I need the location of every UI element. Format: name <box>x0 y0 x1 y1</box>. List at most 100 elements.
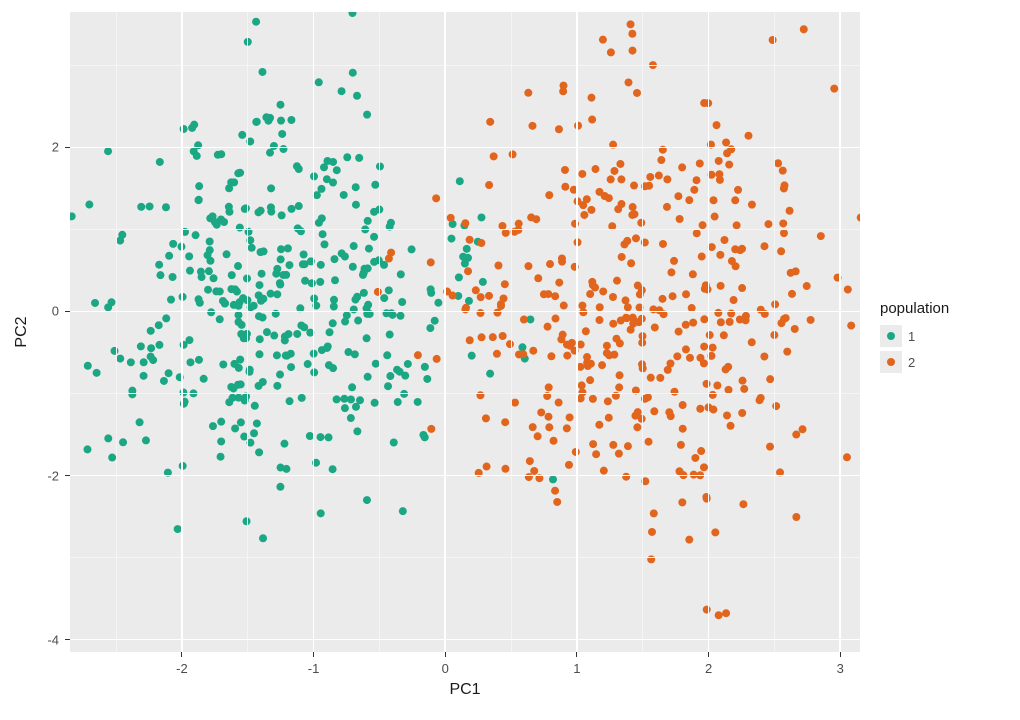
data-point <box>675 328 683 336</box>
data-point <box>760 352 768 360</box>
data-point <box>234 169 242 177</box>
data-point <box>155 341 163 349</box>
data-point <box>830 85 838 93</box>
data-point <box>634 282 642 290</box>
data-point <box>68 212 76 220</box>
data-point <box>727 422 735 430</box>
data-point <box>723 411 731 419</box>
data-point <box>689 319 697 327</box>
data-point <box>258 270 266 278</box>
data-point <box>190 147 198 155</box>
data-point <box>397 312 405 320</box>
data-point <box>595 421 603 429</box>
data-point <box>738 245 746 253</box>
data-point <box>592 450 600 458</box>
data-point <box>788 290 796 298</box>
data-point <box>426 324 434 332</box>
data-point <box>387 249 395 257</box>
data-point <box>710 196 718 204</box>
data-point <box>128 390 136 398</box>
data-point <box>147 344 155 352</box>
data-point <box>250 429 258 437</box>
data-point <box>276 483 284 491</box>
data-point <box>865 280 873 288</box>
data-point <box>689 270 697 278</box>
data-point <box>282 465 290 473</box>
data-point <box>217 437 225 445</box>
data-point <box>577 341 585 349</box>
data-point <box>698 253 706 261</box>
data-point <box>882 261 890 269</box>
data-point <box>147 327 155 335</box>
data-point <box>329 158 337 166</box>
data-point <box>206 246 214 254</box>
data-point <box>386 372 394 380</box>
data-point <box>700 359 708 367</box>
data-point <box>657 156 665 164</box>
data-point <box>283 352 291 360</box>
data-point <box>263 328 271 336</box>
data-point <box>955 417 963 425</box>
data-point <box>485 181 493 189</box>
data-point <box>354 317 362 325</box>
data-point <box>299 260 307 268</box>
data-point <box>663 203 671 211</box>
data-point <box>544 323 552 331</box>
data-point <box>315 78 323 86</box>
data-point <box>760 242 768 250</box>
data-point <box>333 166 341 174</box>
legend-label: 2 <box>908 355 915 370</box>
data-point <box>725 161 733 169</box>
data-point <box>686 354 694 362</box>
data-point <box>682 321 690 329</box>
data-point <box>343 311 351 319</box>
data-point <box>216 315 224 323</box>
data-point <box>227 285 235 293</box>
data-point <box>376 162 384 170</box>
data-point <box>156 158 164 166</box>
data-point <box>645 182 653 190</box>
data-point <box>734 186 742 194</box>
data-point <box>682 345 690 353</box>
data-point <box>300 323 308 331</box>
data-point <box>356 396 364 404</box>
legend-item: 2 <box>880 351 949 373</box>
data-point <box>555 125 563 133</box>
data-point <box>722 609 730 617</box>
data-point <box>651 323 659 331</box>
data-point <box>561 166 569 174</box>
data-point <box>259 295 267 303</box>
data-point <box>320 163 328 171</box>
data-point <box>696 159 704 167</box>
y-tick-label: 2 <box>52 140 59 155</box>
data-point <box>519 350 527 358</box>
data-point <box>617 175 625 183</box>
data-point <box>347 414 355 422</box>
data-point <box>7 399 15 407</box>
data-point <box>169 240 177 248</box>
data-point <box>225 398 233 406</box>
data-point <box>501 418 509 426</box>
data-point <box>331 276 339 284</box>
data-point <box>398 298 406 306</box>
data-point <box>421 363 429 371</box>
data-point <box>547 352 555 360</box>
data-point <box>700 463 708 471</box>
data-point <box>612 335 620 343</box>
data-point <box>156 271 164 279</box>
data-point <box>685 196 693 204</box>
data-point <box>609 441 617 449</box>
data-point <box>550 437 558 445</box>
data-point <box>603 342 611 350</box>
data-point <box>286 397 294 405</box>
data-point <box>520 316 528 324</box>
data-point <box>669 292 677 300</box>
data-point <box>586 376 594 384</box>
data-point <box>650 407 658 415</box>
data-point <box>482 414 490 422</box>
data-point <box>792 431 800 439</box>
data-point <box>757 394 765 402</box>
data-point <box>627 259 635 267</box>
data-point <box>679 401 687 409</box>
data-point <box>578 170 586 178</box>
